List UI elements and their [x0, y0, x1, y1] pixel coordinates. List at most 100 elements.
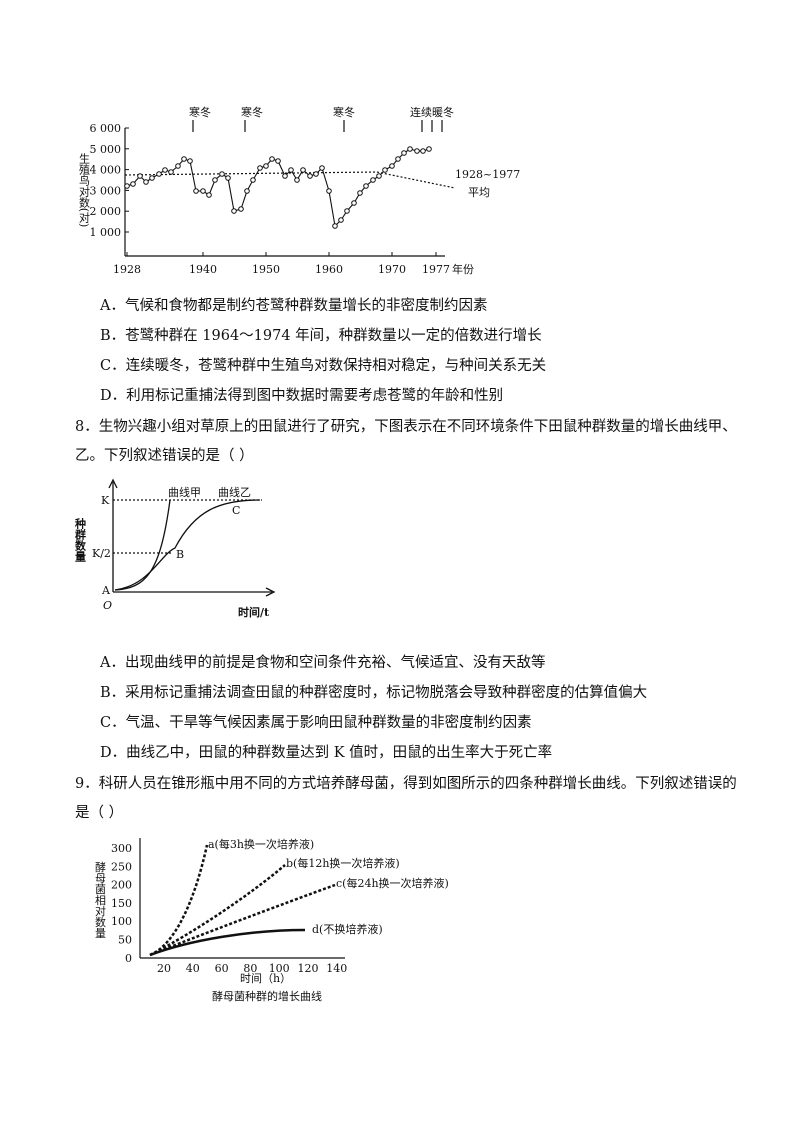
text-line: D．利用标记重捕法得到图中数据时需要考虑苍鹭的年龄和性别	[100, 387, 503, 404]
x-tick-label: 100	[269, 962, 290, 975]
y-tick-label: 6 000	[90, 122, 122, 135]
x-tick-label: 1940	[189, 263, 217, 276]
marker	[130, 181, 136, 187]
marker	[389, 163, 395, 169]
y-tick-label: 50	[118, 934, 132, 947]
x-tick-label: 1928	[113, 263, 141, 276]
marker	[414, 148, 420, 154]
text-line: A．出现曲线甲的前提是食物和空间条件充裕、气候适宜、没有天敌等	[99, 653, 545, 671]
curve-label: 曲线乙	[218, 485, 251, 499]
y-axis-label: 种群数量	[74, 517, 88, 562]
origin-label: O	[103, 599, 112, 612]
marker	[401, 150, 407, 156]
y-tick-label: 150	[111, 897, 132, 910]
marker	[313, 171, 319, 177]
marker	[193, 188, 199, 194]
curve-label: a(每3h换一次培养液)	[208, 837, 314, 851]
annotation: 寒冬	[241, 105, 263, 119]
marker	[426, 146, 432, 152]
annotation: 平均	[468, 186, 490, 199]
marker	[395, 156, 401, 162]
marker	[370, 177, 376, 183]
point-label: A	[101, 584, 111, 597]
marker	[181, 156, 187, 162]
marker	[206, 192, 212, 198]
text-line: 是（ ）	[75, 804, 123, 821]
marker	[162, 167, 168, 173]
marker	[344, 208, 350, 214]
y-tick-label: 1 000	[90, 226, 122, 239]
marker	[319, 165, 325, 171]
annotation: 1928~1977	[455, 168, 520, 181]
text-line: A．气候和食物都是制约苍鹭种群数量增长的非密度制约因素	[99, 297, 487, 314]
marker	[351, 200, 357, 206]
y-tick-label: 3 000	[90, 184, 122, 197]
text-line: 9．科研人员在锥形瓶中用不同的方式培养酵母菌，得到如图所示的四条种群增长曲线。下…	[75, 775, 737, 792]
x-tick-label: 80	[243, 962, 257, 975]
x-tick-label: 140	[326, 962, 347, 975]
marker	[244, 188, 250, 194]
x-tick-label: 40	[186, 962, 200, 975]
marker	[149, 175, 155, 181]
annotation: 寒冬	[333, 105, 355, 119]
marker	[275, 158, 281, 164]
annotation: 连续暖冬	[410, 105, 454, 119]
marker	[143, 179, 149, 185]
marker	[332, 223, 338, 229]
marker	[307, 173, 313, 179]
marker	[338, 217, 344, 223]
marker	[376, 173, 382, 179]
x-tick-label: 1970	[378, 263, 406, 276]
marker	[300, 167, 306, 173]
marker	[124, 183, 130, 189]
x-axis-label: 年份	[452, 262, 474, 276]
y-tick-label: 0	[125, 952, 132, 965]
text-line: C．气温、干旱等气候因素属于影响田鼠种群数量的非密度制约因素	[100, 713, 532, 731]
point-label: B	[176, 548, 184, 561]
text-line: B．采用标记重捕法调查田鼠的种群密度时，标记物脱落会导致种群密度的估算值偏大	[100, 684, 647, 701]
y-axis-label: 酵母菌相对数量	[94, 861, 107, 938]
marker	[200, 188, 206, 194]
marker	[137, 173, 143, 179]
x-tick-label: 1977	[422, 263, 450, 276]
marker	[187, 158, 193, 164]
x-tick-label: 1960	[315, 263, 343, 276]
marker	[326, 188, 332, 194]
text-line: B．苍鹭种群在 1964～1974 年间，种群数量以一定的倍数进行增长	[100, 327, 542, 344]
tick-label: K	[101, 494, 110, 507]
annotation: 寒冬	[189, 105, 211, 119]
marker	[294, 177, 300, 183]
marker	[269, 156, 275, 162]
marker	[282, 173, 288, 179]
x-axis-label: 时间/t	[238, 605, 270, 619]
curve-label: c(每24h换一次培养液)	[336, 876, 449, 890]
marker	[257, 165, 263, 171]
text-line: D．曲线乙中，田鼠的种群数量达到 K 值时，田鼠的出生率大于死亡率	[100, 744, 552, 761]
x-axis-label: 时间（h）	[240, 972, 291, 985]
marker	[156, 171, 162, 177]
tick-label: K/2	[92, 547, 111, 560]
caption: 酵母菌种群的增长曲线	[212, 989, 322, 1003]
marker	[250, 177, 256, 183]
marker	[357, 190, 363, 196]
y-tick-label: 250	[111, 860, 132, 873]
y-tick-label: 300	[111, 842, 132, 855]
text-line: 乙。下列叙述错误的是（ ）	[75, 447, 254, 464]
x-tick-label: 20	[157, 962, 171, 975]
marker	[168, 169, 174, 175]
y-tick-label: 4 000	[90, 164, 122, 177]
marker	[288, 167, 294, 173]
text-line: 8．生物兴趣小组对草原上的田鼠进行了研究，下图表示在不同环境条件下田鼠种群数量的…	[75, 417, 737, 435]
curve-label: 曲线甲	[168, 485, 201, 499]
x-tick-label: 120	[298, 962, 319, 975]
y-axis-label: 生殖鸟对数(对)	[78, 151, 91, 227]
marker	[382, 167, 388, 173]
marker	[212, 177, 218, 183]
y-tick-label: 100	[111, 915, 132, 928]
marker	[231, 208, 237, 214]
marker	[219, 171, 225, 177]
y-tick-label: 200	[111, 879, 132, 892]
curve-label: b(每12h换一次培养液)	[286, 856, 400, 870]
y-tick-label: 2 000	[90, 205, 122, 218]
